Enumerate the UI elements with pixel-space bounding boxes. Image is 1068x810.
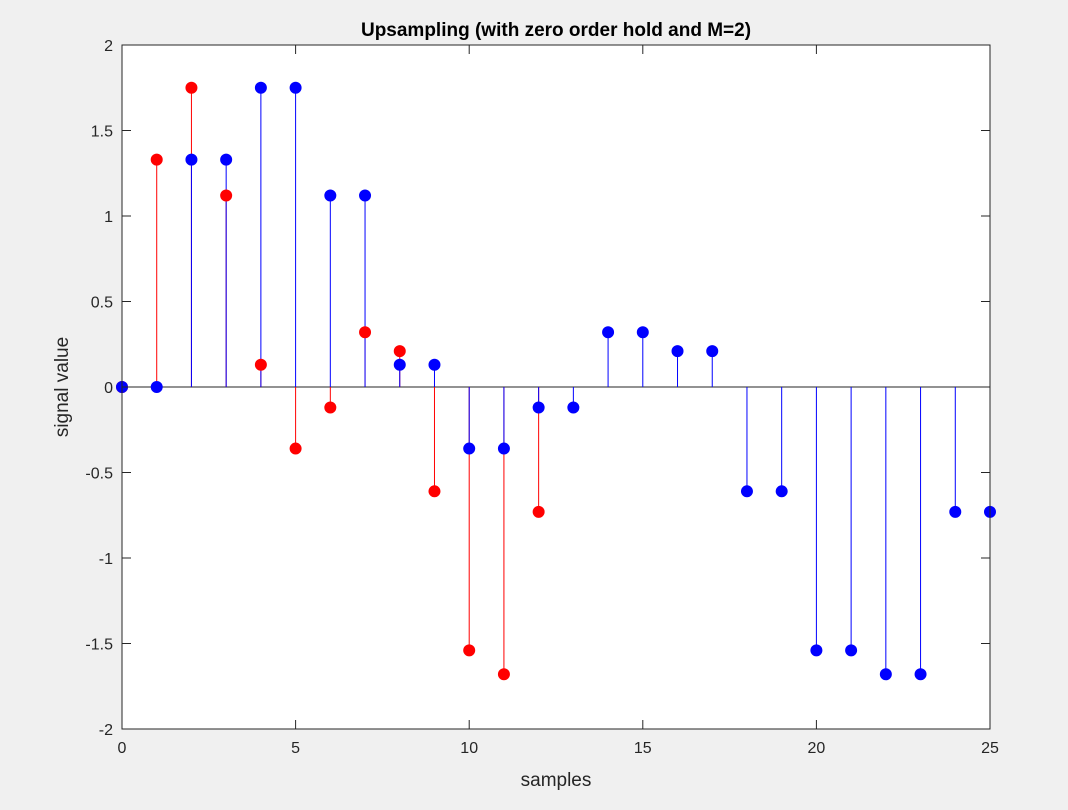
stem-marker — [428, 485, 441, 498]
stem-marker — [220, 153, 233, 166]
stem-marker — [393, 358, 406, 371]
y-tick-label: -0.5 — [85, 466, 113, 483]
stem-marker — [845, 644, 858, 657]
stem-marker — [289, 442, 302, 455]
x-axis-label: samples — [521, 770, 592, 791]
stem-marker — [254, 81, 267, 94]
y-tick-label: 1.5 — [91, 124, 113, 141]
stem-marker — [636, 326, 649, 339]
x-tick-label: 5 — [291, 740, 300, 757]
stem-marker — [879, 668, 892, 681]
x-tick-label: 15 — [634, 740, 652, 757]
y-tick-label: 1 — [104, 209, 113, 226]
stem-marker — [775, 485, 788, 498]
stem-marker — [359, 189, 372, 202]
stem-marker — [324, 189, 337, 202]
stem-marker — [150, 153, 163, 166]
stem-marker — [949, 505, 962, 518]
stem-marker — [532, 401, 545, 414]
x-tick-label: 25 — [981, 740, 999, 757]
stem-marker — [220, 189, 233, 202]
y-tick-label: 0 — [104, 380, 113, 397]
stem-marker — [463, 442, 476, 455]
stem-marker — [671, 345, 684, 358]
stem-marker — [810, 644, 823, 657]
stem-marker — [602, 326, 615, 339]
y-tick-label: -2 — [99, 722, 113, 739]
stem-marker — [254, 358, 267, 371]
stem-marker — [740, 485, 753, 498]
x-tick-label: 0 — [118, 740, 127, 757]
stem-marker — [532, 505, 545, 518]
stem-marker — [359, 326, 372, 339]
y-tick-label: -1.5 — [85, 637, 113, 654]
stem-marker — [289, 81, 302, 94]
stem-marker — [185, 81, 198, 94]
y-tick-label: -1 — [99, 551, 113, 568]
x-tick-label: 10 — [460, 740, 478, 757]
stem-marker — [567, 401, 580, 414]
x-tick-label: 20 — [808, 740, 826, 757]
chart-title: Upsampling (with zero order hold and M=2… — [361, 20, 751, 41]
stem-marker — [463, 644, 476, 657]
stem-marker — [393, 345, 406, 358]
stem-marker — [150, 381, 163, 393]
stem-marker — [497, 442, 510, 455]
y-tick-label: 2 — [104, 38, 113, 55]
y-axis-label: signal value — [52, 337, 73, 437]
stem-marker — [428, 358, 441, 371]
stem-marker — [706, 345, 719, 358]
y-tick-label: 0.5 — [91, 295, 113, 312]
stem-marker — [497, 668, 510, 681]
stem-marker — [185, 153, 198, 166]
stem-marker — [914, 668, 927, 681]
stem-marker — [324, 401, 337, 414]
